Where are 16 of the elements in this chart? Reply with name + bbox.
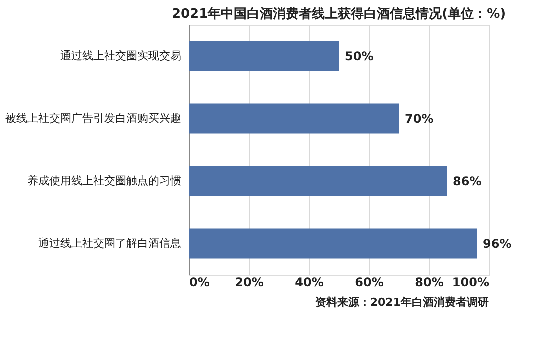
data-label: 50% <box>345 49 374 64</box>
data-label: 96% <box>483 236 512 251</box>
x-tick-label: 0% <box>190 276 210 290</box>
x-tick-label: 40% <box>295 276 324 290</box>
data-label: 70% <box>405 112 434 126</box>
y-tick-label: 被线上社交圈广告引发白酒购买兴趣 <box>6 112 182 125</box>
y-tick-label: 通过线上社交圈实现交易 <box>60 49 182 62</box>
x-tick-label: 60% <box>355 276 384 290</box>
x-tick-label: 100% <box>452 276 490 290</box>
y-tick-label: 通过线上社交圈了解白酒信息 <box>38 236 182 250</box>
x-tick-label: 80% <box>415 276 444 290</box>
data-label: 86% <box>453 174 482 188</box>
chart-title: 2021年中国白酒消费者线上获得白酒信息情况(单位：%) <box>172 6 506 22</box>
text: 资料来源：2021年白酒消费者调研 <box>315 296 489 309</box>
x-tick-label: 20% <box>235 276 264 290</box>
y-tick-label: 养成使用线上社交圈触点的习惯 <box>28 174 182 188</box>
